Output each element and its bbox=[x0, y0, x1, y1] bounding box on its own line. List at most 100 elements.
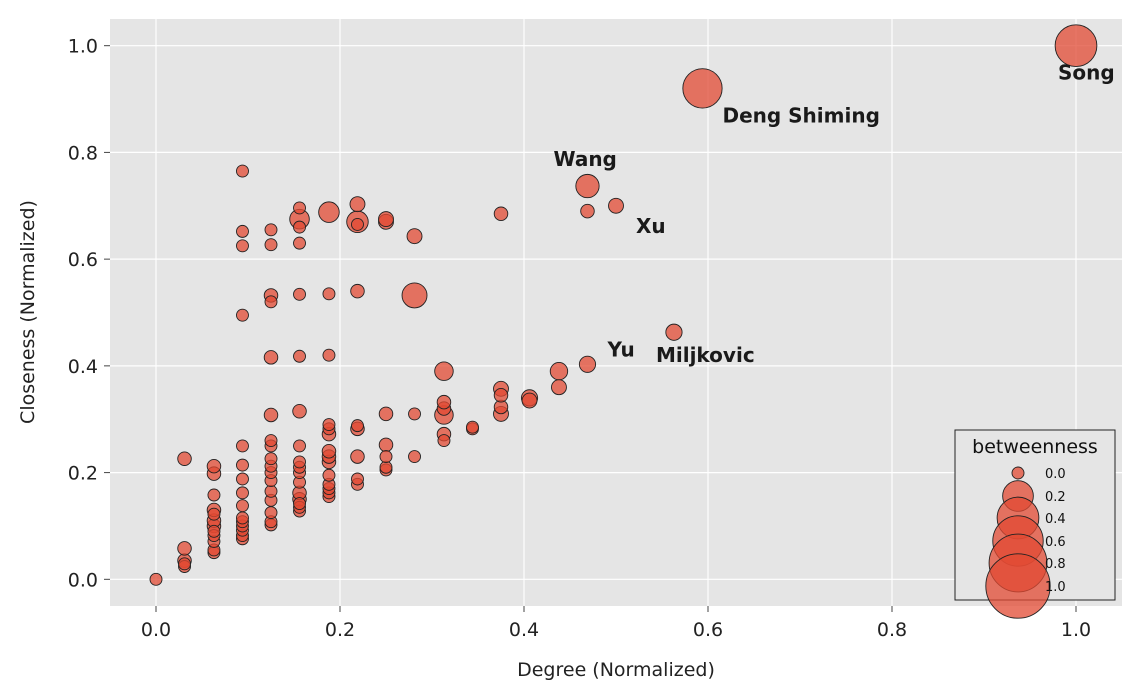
legend-title: betweenness bbox=[972, 436, 1098, 458]
y-tick-label: 0.8 bbox=[68, 142, 98, 164]
data-point bbox=[408, 450, 421, 464]
data-point bbox=[551, 379, 567, 396]
y-axis-ticks: 0.0 0.2 0.4 0.6 0.8 1.0 bbox=[68, 36, 110, 591]
node-label: Wang bbox=[553, 147, 616, 171]
data-point bbox=[322, 468, 336, 482]
data-point bbox=[236, 308, 249, 322]
data-point bbox=[293, 349, 306, 363]
data-point bbox=[493, 387, 509, 403]
x-axis-ticks: 0.0 0.2 0.4 0.6 0.8 1.0 bbox=[141, 606, 1091, 641]
data-point bbox=[493, 206, 509, 222]
x-axis-title: Degree (Normalized) bbox=[517, 659, 715, 681]
data-point bbox=[350, 283, 365, 299]
data-point bbox=[236, 499, 249, 513]
data-point bbox=[207, 507, 221, 521]
data-point bbox=[293, 455, 306, 469]
data-point bbox=[575, 173, 600, 199]
legend-label: 0.4 bbox=[1045, 512, 1066, 527]
data-point bbox=[264, 506, 278, 520]
data-point bbox=[149, 572, 163, 586]
node-label: Deng Shiming bbox=[722, 103, 879, 127]
data-point bbox=[350, 449, 365, 464]
data-point bbox=[665, 323, 683, 341]
data-point bbox=[322, 418, 336, 432]
x-tick-label: 0.6 bbox=[693, 619, 723, 641]
x-tick-label: 0.2 bbox=[325, 619, 355, 641]
data-point bbox=[264, 452, 278, 466]
data-point bbox=[263, 350, 279, 365]
legend: betweenness 0.0 0.2 0.4 0.6 0.8 1.0 bbox=[954, 429, 1116, 619]
data-point bbox=[207, 488, 221, 502]
legend-label: 1.0 bbox=[1045, 580, 1066, 595]
data-point bbox=[236, 164, 249, 178]
data-point bbox=[434, 361, 454, 381]
data-point bbox=[177, 451, 192, 466]
y-axis-title: Closeness (Normalized) bbox=[17, 200, 39, 424]
y-tick-label: 0.2 bbox=[68, 463, 98, 485]
data-point bbox=[264, 238, 278, 252]
legend-label: 0.8 bbox=[1045, 557, 1066, 572]
data-point bbox=[349, 196, 366, 213]
data-point bbox=[322, 348, 336, 362]
data-point bbox=[379, 450, 393, 464]
point-labels: Song Deng Shiming Wang Xu Miljkovic Yu bbox=[553, 61, 1114, 368]
data-point bbox=[293, 287, 306, 301]
data-points bbox=[149, 24, 1098, 586]
data-point bbox=[378, 437, 394, 453]
data-point bbox=[178, 557, 191, 571]
data-point bbox=[207, 524, 221, 538]
data-point bbox=[263, 407, 279, 423]
data-point bbox=[578, 355, 597, 373]
data-point bbox=[351, 419, 364, 433]
node-label: Song bbox=[1058, 61, 1115, 85]
grid-lines bbox=[110, 19, 1122, 606]
data-point bbox=[236, 472, 249, 486]
x-tick-label: 1.0 bbox=[1061, 619, 1091, 641]
data-point bbox=[521, 392, 538, 409]
data-point bbox=[206, 458, 222, 474]
data-point bbox=[408, 407, 421, 421]
data-point bbox=[1054, 24, 1098, 68]
data-point bbox=[236, 458, 249, 472]
data-point bbox=[351, 472, 364, 486]
data-point bbox=[236, 224, 249, 238]
data-point bbox=[379, 460, 393, 474]
data-point bbox=[236, 486, 249, 500]
data-point bbox=[682, 68, 723, 109]
data-point bbox=[293, 439, 306, 453]
node-label: Yu bbox=[606, 337, 634, 361]
data-point bbox=[466, 420, 479, 434]
legend-label: 0.0 bbox=[1045, 467, 1066, 482]
legend-label: 0.2 bbox=[1045, 490, 1066, 505]
data-point bbox=[580, 203, 595, 219]
data-point bbox=[293, 220, 306, 234]
data-point bbox=[292, 403, 307, 419]
plot-background bbox=[110, 19, 1122, 606]
data-point bbox=[177, 541, 192, 556]
data-point bbox=[378, 211, 394, 228]
data-point bbox=[318, 201, 340, 223]
y-tick-label: 0.0 bbox=[68, 569, 98, 591]
data-point bbox=[236, 439, 249, 453]
data-point bbox=[293, 201, 306, 215]
data-point bbox=[608, 197, 624, 214]
data-point bbox=[406, 228, 423, 245]
data-point bbox=[322, 287, 336, 301]
data-point bbox=[293, 236, 306, 250]
data-point bbox=[264, 434, 278, 448]
data-point bbox=[378, 406, 394, 422]
x-tick-label: 0.8 bbox=[877, 619, 907, 641]
data-point bbox=[437, 434, 451, 448]
data-point bbox=[264, 295, 278, 309]
legend-label: 0.6 bbox=[1045, 535, 1066, 550]
node-label: Miljkovic bbox=[656, 343, 755, 367]
data-point bbox=[351, 217, 364, 231]
node-label: Xu bbox=[636, 214, 666, 238]
x-tick-label: 0.0 bbox=[141, 619, 171, 641]
legend-marker bbox=[1011, 466, 1025, 480]
x-tick-label: 0.4 bbox=[509, 619, 539, 641]
y-tick-label: 1.0 bbox=[68, 36, 98, 58]
data-point bbox=[293, 497, 306, 510]
data-point bbox=[236, 239, 249, 253]
